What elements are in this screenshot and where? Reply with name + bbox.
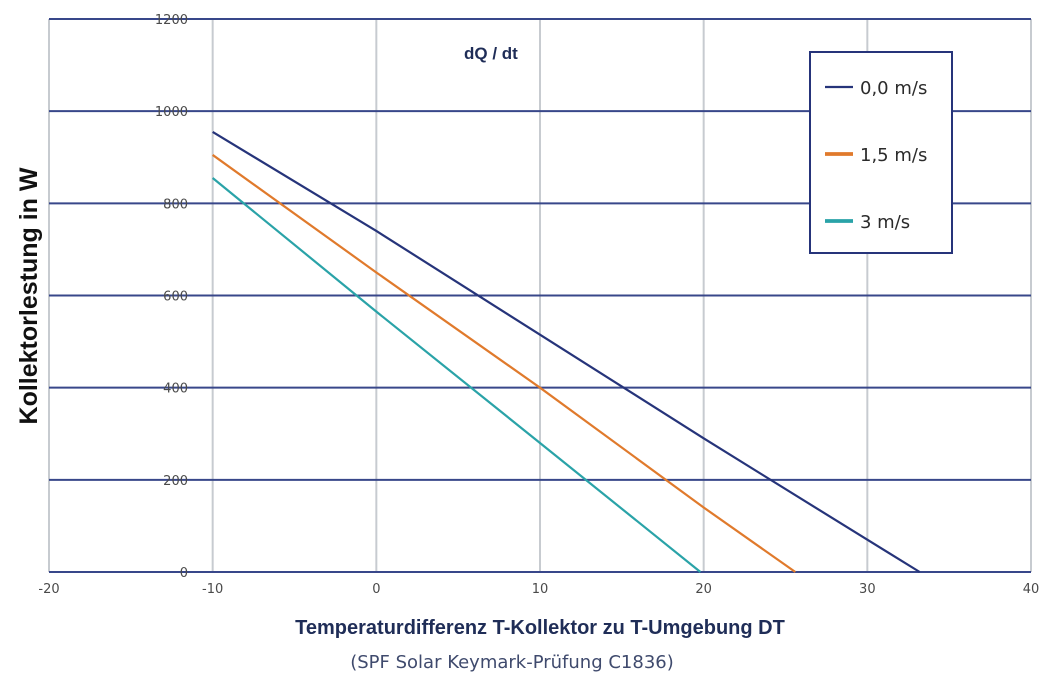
chart-title: dQ / dt xyxy=(464,44,518,63)
x-tick-label: -10 xyxy=(202,582,223,597)
y-axis-label: Kollektorlestung in W xyxy=(15,167,43,424)
legend-items: 0,0 m/s 1,5 m/s 3 m/s xyxy=(825,78,927,233)
x-tick-label: 10 xyxy=(532,582,549,597)
chart-subtitle: (SPF Solar Keymark-Prüfung C1836) xyxy=(350,652,674,673)
x-axis-label: Temperaturdifferenz T-Kollektor zu T-Umg… xyxy=(295,617,785,639)
y-tick-label: 400 xyxy=(163,382,188,397)
legend-label: 3 m/s xyxy=(860,212,910,233)
x-tick-label: -20 xyxy=(38,582,59,597)
series-line xyxy=(211,177,702,573)
legend-label: 1,5 m/s xyxy=(860,145,927,166)
legend-label: 0,0 m/s xyxy=(860,78,927,99)
x-tick-label: 30 xyxy=(859,582,876,597)
series-line xyxy=(212,154,796,573)
y-tick-label: 200 xyxy=(163,474,188,489)
x-tick-label: 0 xyxy=(372,582,380,597)
x-tick-label: 20 xyxy=(695,582,712,597)
y-tick-label: 800 xyxy=(163,197,188,212)
y-tick-label: 0 xyxy=(180,566,188,581)
legend: 0,0 m/s 1,5 m/s 3 m/s xyxy=(809,51,953,254)
y-tick-label: 600 xyxy=(163,290,188,305)
series-line xyxy=(212,130,921,573)
series-layer xyxy=(211,130,921,573)
y-tick-label: 1200 xyxy=(155,13,188,28)
y-tick-label: 1000 xyxy=(155,105,188,120)
x-tick-label: 40 xyxy=(1023,582,1040,597)
